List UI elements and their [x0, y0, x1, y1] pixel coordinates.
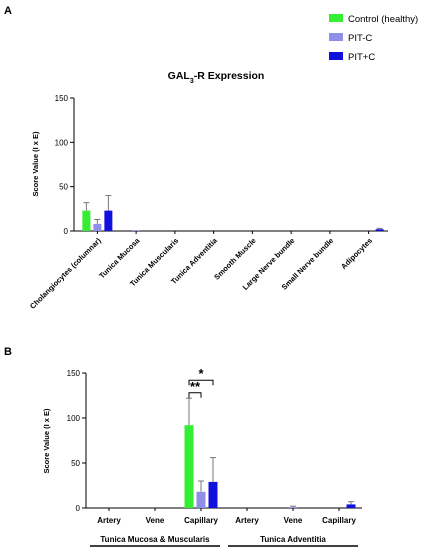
chart-b-x-tick-label-2: Capillary	[184, 516, 218, 525]
chart-b-y-tick-label-3: 150	[67, 369, 81, 378]
chart-b-y-tick-label-0: 0	[76, 504, 81, 513]
chart-b-x-tick-label-0: Artery	[97, 516, 121, 525]
chart-b-x-tick-label-5: Capillary	[322, 516, 356, 525]
chart-a-bar-s2-c0	[104, 210, 113, 231]
chart-a-y-tick-label-2: 100	[55, 138, 69, 147]
chart-b-group-label-1: Tunica Adventitia	[260, 535, 326, 544]
legend-label-1: PIT-C	[348, 33, 372, 44]
chart-a-bar-s2-c7	[375, 229, 384, 231]
legend-label-0: Control (healthy)	[348, 14, 418, 25]
chart-a-title-main: GAL	[168, 70, 191, 82]
chart-a-ylabel: Score Value (I x E)	[31, 131, 40, 197]
chart-a-y-tick-label-0: 0	[64, 227, 69, 236]
panel-b-letter: B	[4, 346, 12, 358]
chart-b: 0 50 100 150 Artery Vene Capillary Artery Vene Ca…	[67, 366, 362, 547]
legend-swatch-2	[329, 52, 343, 60]
chart-a-bar-s1-c1	[132, 230, 141, 231]
chart-b-bar-s2-c5	[346, 504, 356, 508]
chart-a-x-tick-label-0: Cholangiocytes (columnar)	[28, 236, 103, 311]
chart-a-y-tick-label-3: 150	[55, 94, 69, 103]
chart-a-title-sub: 3	[190, 78, 194, 85]
chart-b-bar-s1-c4	[288, 507, 298, 508]
chart-b-ylabel: Score Value (I x E)	[42, 408, 51, 474]
legend-swatch-0	[329, 14, 343, 22]
chart-b-x-tick-label-1: Vene	[146, 516, 165, 525]
chart-b-x-tick-label-3: Artery	[235, 516, 259, 525]
chart-b-x-tick-label-4: Vene	[284, 516, 303, 525]
chart-b-y-tick-label-1: 50	[71, 459, 80, 468]
chart-b-sig-bracket-1	[188, 379, 214, 386]
legend-swatch-1	[329, 33, 343, 41]
chart-a-title-tail: -R Expression	[194, 70, 265, 82]
chart-a-x-tick-label-7: Adipocytes	[339, 236, 374, 271]
chart-b-bar-s1-c2	[196, 491, 206, 508]
chart-b-sig-bracket-0	[188, 392, 202, 398]
chart-a-y-tick-label-1: 50	[59, 183, 68, 192]
chart-a-bar-s0-c0	[82, 210, 91, 231]
chart-b-bar-s0-c2	[184, 425, 194, 508]
chart-b-sig-label-0: **	[190, 379, 201, 394]
legend-label-2: PIT+C	[348, 52, 375, 63]
chart-b-sig-label-1: *	[198, 366, 204, 381]
panel-a-letter: A	[4, 5, 12, 17]
chart-a-bar-s1-c0	[93, 223, 102, 231]
chart-b-bar-s2-c2	[208, 481, 218, 508]
chart-b-y-tick-label-2: 100	[67, 414, 81, 423]
legend: Control (healthy) PIT-C PIT+C	[329, 14, 418, 63]
chart-b-group-label-0: Tunica Mucosa & Muscularis	[100, 535, 210, 544]
chart-a-title: GAL3-R Expression	[168, 70, 265, 85]
